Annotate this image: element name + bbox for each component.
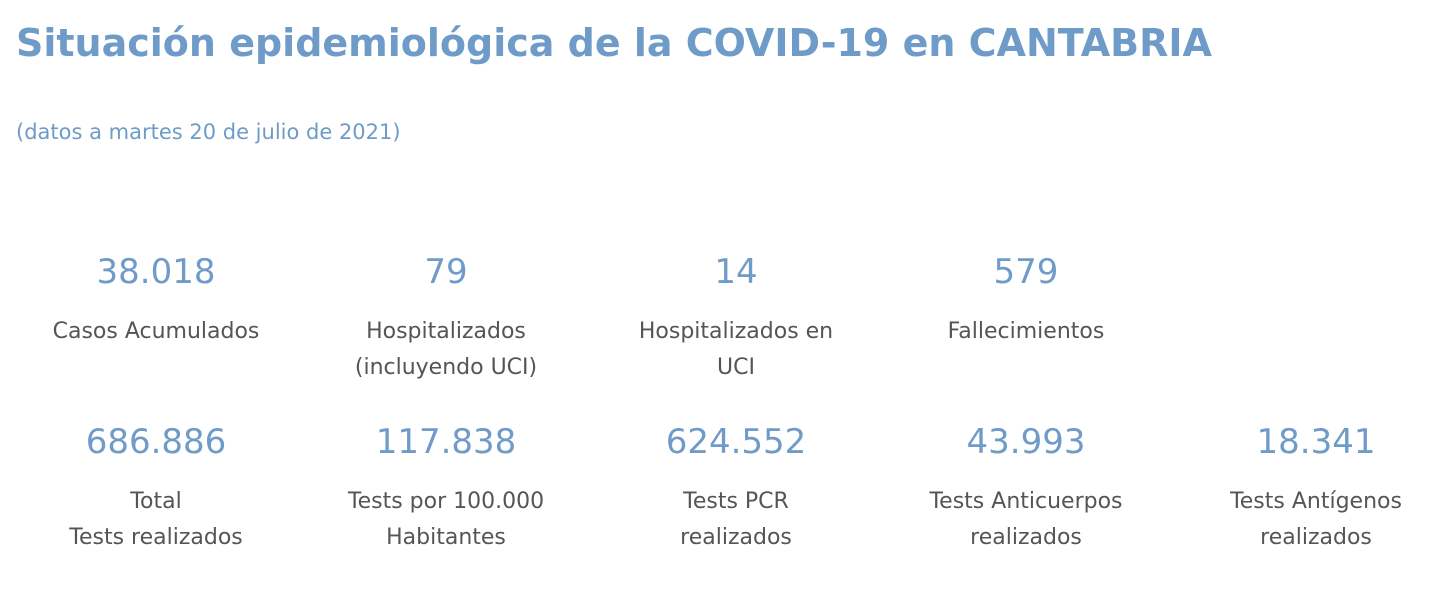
stat-label: Tests Antígenos realizados [1230,489,1402,550]
stat-casos-acumulados: 38.018 Casos Acumulados [11,250,301,350]
stat-value: 79 [424,252,468,292]
stat-label: Hospitalizados (incluyendo UCI) [354,319,538,380]
stat-value: 43.993 [966,422,1086,462]
stat-value: 117.838 [375,422,517,462]
stat-value: 38.018 [96,252,216,292]
stat-tests-pcr: 624.552 Tests PCR realizados [591,420,881,556]
stat-label: Tests PCR realizados [680,489,792,550]
stat-fallecimientos: 579 Fallecimientos [881,250,1171,350]
stat-hospitalizados: 79 Hospitalizados (incluyendo UCI) [301,250,591,386]
stat-tests-anticuerpos: 43.993 Tests Anticuerpos realizados [881,420,1171,556]
stat-label: Tests por 100.000 Habitantes [347,489,545,550]
stat-tests-antigenos: 18.341 Tests Antígenos realizados [1171,420,1436,556]
stat-label: Hospitalizados en UCI [638,319,834,380]
data-date-subtitle: (datos a martes 20 de julio de 2021) [16,120,401,144]
stat-label: Fallecimientos [947,319,1105,344]
stat-label: Total Tests realizados [69,489,243,550]
stat-label: Tests Anticuerpos realizados [929,489,1123,550]
stat-hospitalizados-uci: 14 Hospitalizados en UCI [591,250,881,386]
stat-value: 14 [714,252,758,292]
stat-value: 18.341 [1256,422,1376,462]
stat-value: 686.886 [85,422,227,462]
stat-tests-por-100000: 117.838 Tests por 100.000 Habitantes [301,420,591,556]
stat-value: 579 [993,252,1059,292]
stat-value: 624.552 [665,422,807,462]
stat-label: Casos Acumulados [52,319,260,344]
page-title: Situación epidemiológica de la COVID-19 … [16,21,1212,65]
stat-total-tests: 686.886 Total Tests realizados [11,420,301,556]
